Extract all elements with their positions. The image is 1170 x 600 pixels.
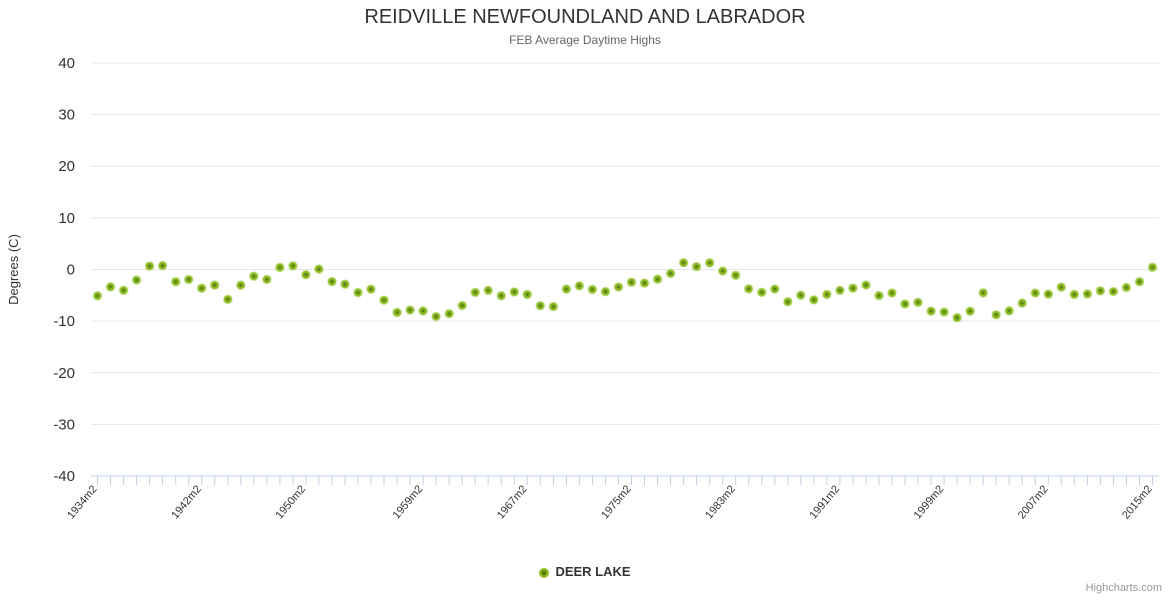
svg-text:40: 40 — [58, 55, 75, 72]
svg-text:1999m2: 1999m2 — [912, 483, 947, 521]
svg-text:1991m2: 1991m2 — [807, 483, 842, 521]
svg-text:10: 10 — [58, 210, 75, 227]
svg-text:0: 0 — [67, 262, 75, 279]
svg-text:1942m2: 1942m2 — [169, 483, 204, 521]
svg-text:1983m2: 1983m2 — [703, 483, 738, 521]
svg-text:30: 30 — [58, 107, 75, 124]
svg-text:2015m2: 2015m2 — [1120, 483, 1155, 521]
svg-text:20: 20 — [58, 158, 75, 175]
svg-text:1950m2: 1950m2 — [273, 483, 308, 521]
svg-text:-30: -30 — [53, 416, 75, 433]
svg-text:-10: -10 — [53, 313, 75, 330]
svg-text:-40: -40 — [53, 468, 75, 485]
svg-text:1959m2: 1959m2 — [391, 483, 426, 521]
svg-text:1967m2: 1967m2 — [495, 483, 530, 521]
svg-text:Degrees (C): Degrees (C) — [6, 234, 21, 305]
svg-text:2007m2: 2007m2 — [1016, 483, 1051, 521]
svg-text:-20: -20 — [53, 365, 75, 382]
svg-text:1934m2: 1934m2 — [65, 483, 100, 521]
svg-text:1975m2: 1975m2 — [599, 483, 634, 521]
